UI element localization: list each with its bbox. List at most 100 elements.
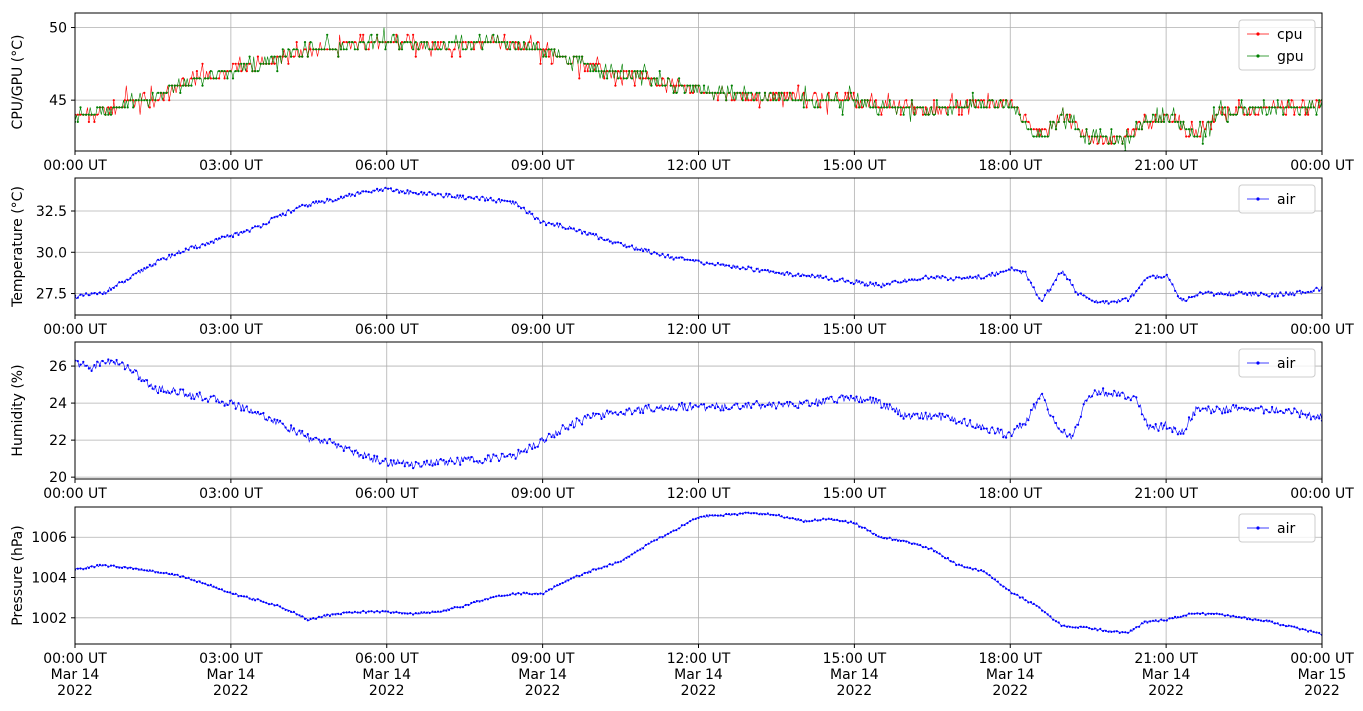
data-point (791, 91, 794, 94)
data-point (633, 84, 636, 87)
data-point (622, 558, 625, 561)
data-point (1237, 290, 1240, 293)
data-point (303, 204, 307, 207)
data-point (1304, 413, 1307, 416)
data-point (392, 611, 395, 614)
data-point (827, 397, 830, 400)
data-point (1193, 135, 1196, 138)
data-point (838, 106, 841, 109)
data-point (719, 263, 722, 266)
data-point (179, 252, 182, 255)
data-point (1273, 106, 1276, 109)
data-point (1002, 436, 1005, 439)
data-point (1057, 120, 1060, 123)
data-point (123, 368, 126, 371)
data-point (935, 99, 938, 102)
data-point (672, 84, 675, 87)
data-point (1318, 106, 1321, 109)
data-point (569, 424, 573, 427)
data-point (1038, 135, 1041, 138)
data-point (1121, 391, 1124, 394)
data-point (1287, 99, 1290, 102)
data-point (539, 62, 542, 65)
data-point (334, 48, 337, 51)
data-point (1060, 624, 1063, 628)
data-point (1010, 99, 1013, 102)
data-point (123, 106, 126, 109)
data-point (974, 106, 977, 109)
data-point (1165, 427, 1168, 430)
data-point (730, 513, 733, 516)
data-point (1140, 622, 1143, 625)
data-point (772, 91, 775, 94)
data-point (750, 99, 753, 102)
data-point (714, 264, 717, 267)
data-point (425, 41, 428, 44)
data-point (162, 91, 165, 94)
data-point (93, 113, 96, 116)
data-point (880, 536, 883, 539)
data-point (187, 576, 190, 579)
data-point (223, 70, 226, 73)
data-point (1304, 113, 1307, 116)
data-point (309, 617, 312, 621)
data-point (195, 70, 198, 73)
data-point (284, 608, 287, 612)
data-point (417, 193, 420, 196)
data-point (112, 106, 115, 109)
data-point (168, 391, 171, 394)
data-point (533, 48, 537, 51)
data-point (528, 41, 531, 44)
data-point (991, 576, 994, 580)
data-point (1135, 290, 1138, 293)
data-point (409, 612, 412, 615)
data-point (847, 279, 850, 282)
data-point (708, 405, 711, 408)
data-point (1032, 128, 1035, 131)
data-point (195, 77, 198, 80)
data-point (400, 41, 404, 44)
data-point (977, 106, 980, 109)
data-point (284, 55, 287, 58)
data-point (971, 568, 974, 571)
data-point (1063, 624, 1066, 627)
data-point (229, 591, 232, 594)
data-point (442, 196, 445, 199)
data-point (985, 275, 988, 278)
data-point (254, 225, 257, 228)
data-point (154, 99, 157, 102)
data-point (1185, 428, 1188, 431)
data-point (478, 198, 481, 201)
data-point (628, 555, 631, 558)
data-point (96, 113, 99, 116)
data-point (844, 519, 847, 523)
data-point (788, 400, 792, 404)
data-point (1162, 424, 1166, 427)
data-point (1121, 142, 1124, 145)
data-point (980, 428, 983, 431)
data-point (159, 389, 162, 393)
data-point (212, 77, 215, 80)
data-point (1077, 626, 1080, 629)
data-point (957, 563, 961, 566)
y-tick-label: 1006 (31, 530, 67, 546)
data-point (400, 48, 404, 51)
data-point (730, 266, 733, 269)
data-point (184, 84, 187, 87)
data-point (944, 106, 947, 109)
data-point (1201, 142, 1204, 145)
data-point (389, 187, 392, 190)
data-point (356, 451, 359, 455)
data-point (575, 55, 578, 58)
data-point (434, 41, 437, 44)
data-point (628, 70, 631, 73)
data-point (1007, 589, 1011, 592)
data-point (478, 600, 481, 603)
x-tick-label: 03:00 UT (199, 158, 263, 174)
data-point (367, 41, 370, 44)
data-point (439, 458, 442, 461)
data-point (816, 404, 819, 407)
data-point (547, 55, 551, 58)
data-point (276, 70, 279, 73)
